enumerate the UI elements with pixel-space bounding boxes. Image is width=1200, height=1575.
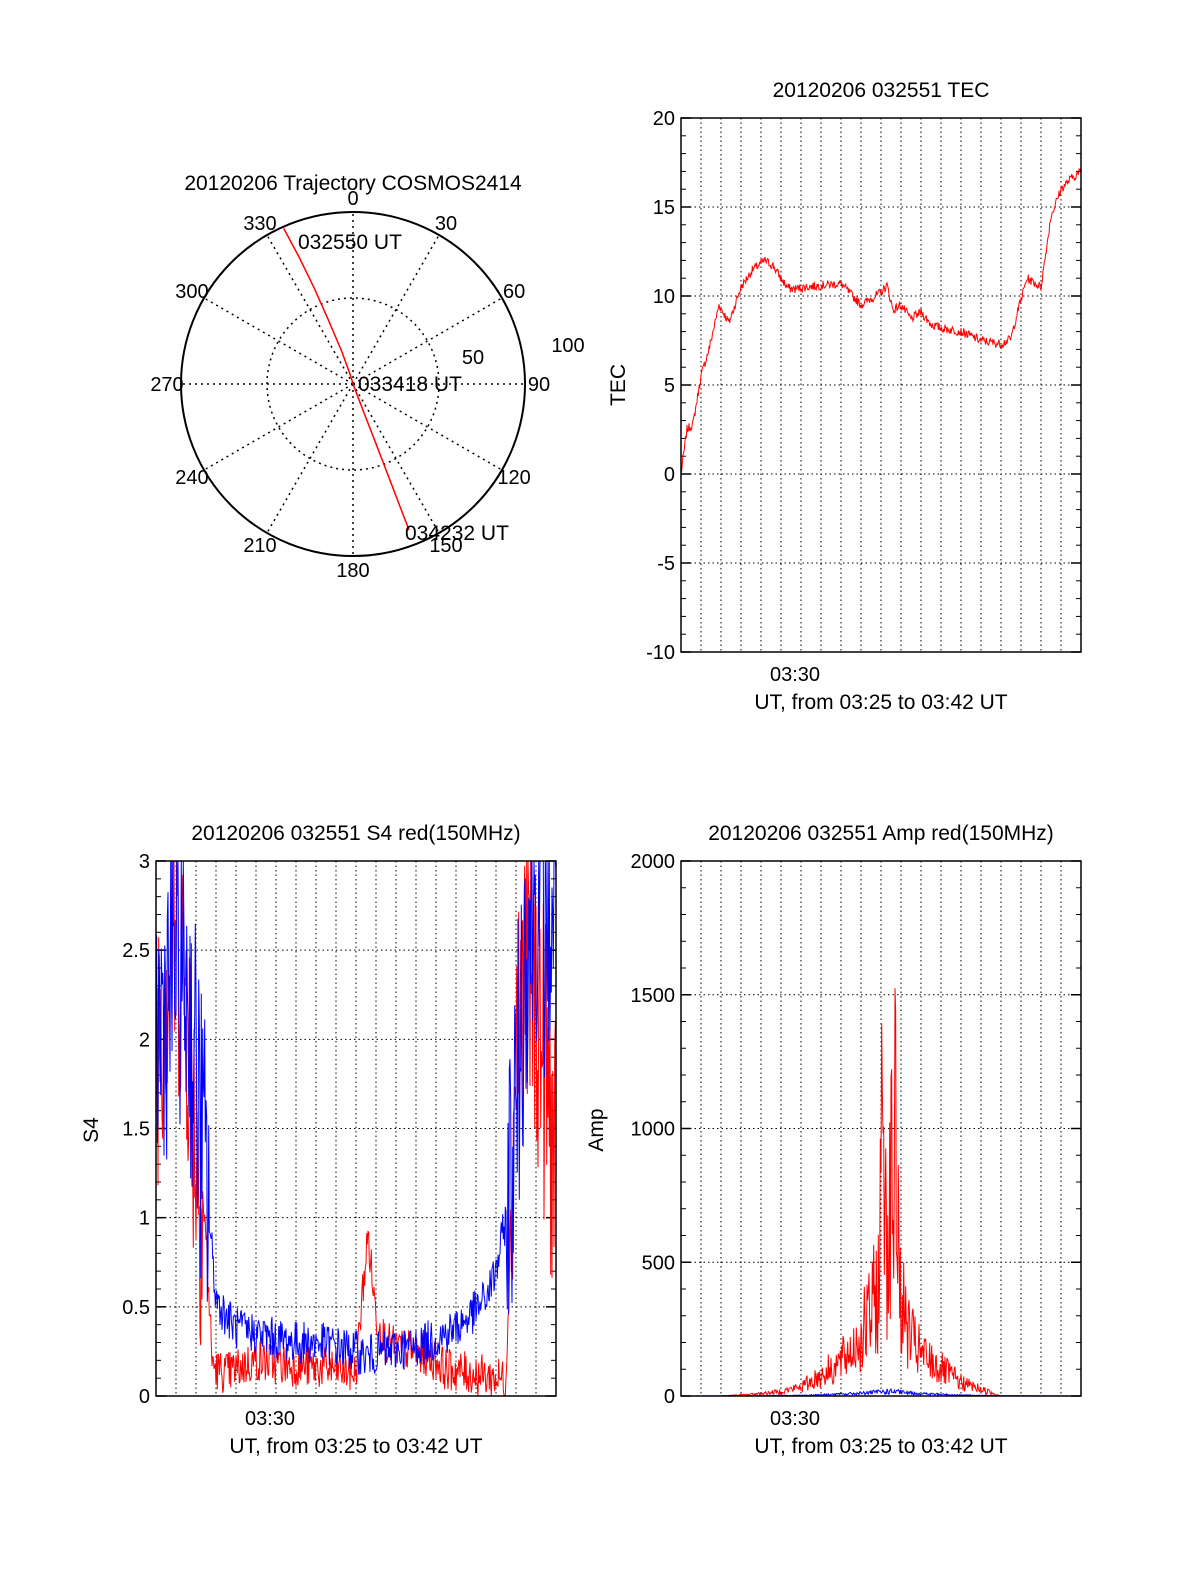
s4-xlabel: UT, from 03:25 to 03:42 UT — [229, 1435, 482, 1458]
polar-spoke — [352, 297, 503, 385]
amp-ylabel: Amp — [585, 1108, 608, 1151]
amp-panel: 20120206 032551 Amp red(150MHz) UT, from… — [585, 822, 1082, 1458]
azimuth-label: 120 — [497, 467, 530, 489]
radial-label: 100 — [551, 335, 584, 357]
azimuth-label: 30 — [435, 213, 457, 235]
s4-ylabel: S4 — [80, 1117, 103, 1143]
tec-ytick-label: 15 — [653, 197, 675, 219]
s4-ytick-label: 1 — [139, 1208, 150, 1230]
s4-series-blue — [155, 860, 557, 1376]
tec-ytick-label: -10 — [646, 642, 675, 664]
trajectory-line — [283, 228, 410, 531]
amp-ytick-label: 500 — [642, 1252, 675, 1274]
azimuth-label: 0 — [347, 188, 358, 210]
s4-ytick-label: 3 — [139, 851, 150, 873]
trajectory-polar-plot: 20120206 Trajectory COSMOS2414 0 30 60 90 12… — [150, 172, 584, 582]
tec-ytick-label: -5 — [657, 553, 675, 575]
s4-plot-frame — [155, 860, 557, 1397]
tec-plot-frame — [680, 117, 1082, 653]
polar-title: 20120206 Trajectory COSMOS2414 — [184, 172, 522, 195]
tec-ylabel: TEC — [607, 364, 630, 406]
azimuth-label: 150 — [429, 535, 462, 557]
tec-ytick-label: 10 — [653, 286, 675, 308]
tec-xtick-label: 03:30 — [770, 664, 820, 686]
amp-ytick-label: 2000 — [631, 851, 676, 873]
tec-xlabel: UT, from 03:25 to 03:42 UT — [754, 691, 1007, 714]
s4-series-red — [155, 860, 557, 1397]
polar-spoke — [266, 383, 354, 534]
s4-title: 20120206 032551 S4 red(150MHz) — [191, 822, 520, 845]
radial-label: 50 — [462, 347, 484, 369]
amp-xlabel: UT, from 03:25 to 03:42 UT — [754, 1435, 1007, 1458]
tec-ytick-label: 0 — [664, 464, 675, 486]
amp-plot-frame — [680, 860, 1082, 1397]
azimuth-label: 240 — [175, 467, 208, 489]
amp-ytick-label: 0 — [664, 1386, 675, 1408]
amp-xtick-label: 03:30 — [770, 1408, 820, 1430]
polar-spoke — [352, 234, 440, 385]
polar-spoke — [352, 383, 503, 471]
azimuth-label: 300 — [175, 281, 208, 303]
end-time-annotation: 034232 UT — [405, 522, 509, 545]
azimuth-label: 210 — [243, 535, 276, 557]
s4-panel: 20120206 032551 S4 red(150MHz) UT, from … — [80, 822, 557, 1458]
tec-title: 20120206 032551 TEC — [773, 79, 990, 102]
tec-panel: 20120206 032551 TEC UT, from 03:25 to 03… — [607, 79, 1082, 714]
azimuth-label: 180 — [336, 560, 369, 582]
s4-ytick-label: 0.5 — [122, 1297, 150, 1319]
azimuth-label: 270 — [150, 374, 183, 396]
polar-spoke — [266, 234, 354, 385]
s4-ytick-label: 2 — [139, 1029, 150, 1051]
amp-ytick-label: 1500 — [631, 985, 676, 1007]
closest-time-annotation: 033418 UT — [358, 373, 462, 396]
polar-spoke — [203, 383, 354, 471]
s4-ytick-label: 2.5 — [122, 940, 150, 962]
tec-ytick-label: 5 — [664, 375, 675, 397]
azimuth-label: 330 — [243, 213, 276, 235]
s4-ytick-label: 0 — [139, 1386, 150, 1408]
tec-ytick-label: 20 — [653, 108, 675, 130]
amp-title: 20120206 032551 Amp red(150MHz) — [708, 822, 1054, 845]
start-time-annotation: 032550 UT — [298, 231, 402, 254]
amp-ytick-label: 1000 — [631, 1119, 676, 1141]
tec-series-red — [680, 167, 1082, 474]
polar-spoke — [352, 383, 440, 534]
azimuth-label: 90 — [528, 374, 550, 396]
polar-spoke — [203, 297, 354, 385]
s4-ytick-label: 1.5 — [122, 1119, 150, 1141]
azimuth-label: 60 — [503, 281, 525, 303]
s4-xtick-label: 03:30 — [245, 1408, 295, 1430]
polar-outer-ring — [180, 211, 526, 557]
